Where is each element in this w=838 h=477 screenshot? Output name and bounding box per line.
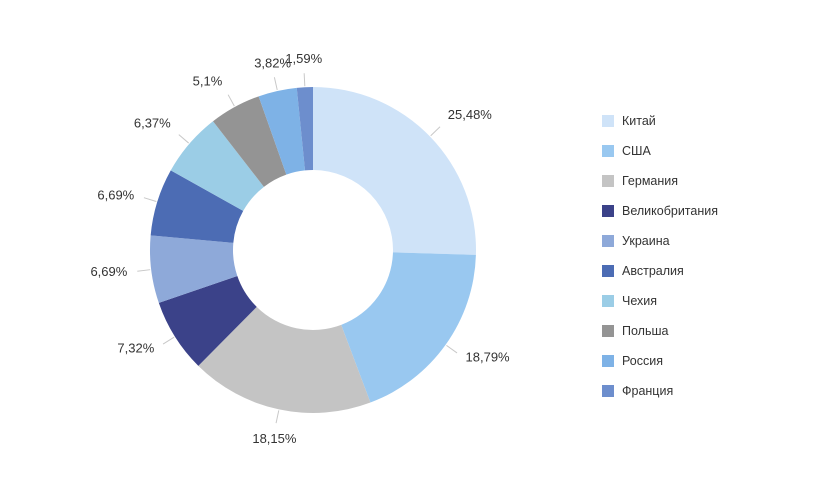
leader-line <box>303 73 306 87</box>
data-labels: 25,48% 18,79% 18,15% 7,32% 6,69% 6,69% 6,37% 5,… <box>90 51 510 446</box>
legend-label: США <box>622 144 651 158</box>
legend-item: Германия <box>602 166 822 196</box>
leader-line <box>143 197 157 203</box>
slice-7 <box>170 121 264 211</box>
slice-6 <box>150 170 244 243</box>
legend-item: Украина <box>602 226 822 256</box>
data-label: 18,15% <box>252 431 297 446</box>
donut-slices <box>149 87 476 413</box>
legend-label: Россия <box>622 354 663 368</box>
legend-swatch <box>602 355 614 367</box>
slice-1 <box>313 87 476 255</box>
slice-2 <box>341 252 476 403</box>
legend-item: Польша <box>602 316 822 346</box>
leader-line <box>178 134 189 144</box>
legend-swatch <box>602 115 614 127</box>
slice-5 <box>149 235 238 303</box>
legend-label: Франция <box>622 384 674 398</box>
leader-line <box>162 336 175 345</box>
legend-label: Германия <box>622 174 679 188</box>
leader-line <box>430 126 441 137</box>
data-label: 25,48% <box>448 107 493 122</box>
data-label: 7,32% <box>117 340 154 355</box>
legend-item: Чехия <box>602 286 822 316</box>
slice-8 <box>213 96 287 187</box>
legend-item: Китай <box>602 106 822 136</box>
legend-label: Китай <box>622 114 656 128</box>
legend-label: Украина <box>622 234 670 248</box>
data-label: 6,69% <box>90 264 127 279</box>
legend-label: Австралия <box>622 264 684 278</box>
legend-item: Россия <box>602 346 822 376</box>
leader-line <box>137 269 151 272</box>
slice-9 <box>258 87 306 175</box>
legend-swatch <box>602 145 614 157</box>
legend-item: Франция <box>602 376 822 406</box>
legend-swatch <box>602 385 614 397</box>
data-label: 6,37% <box>134 115 171 130</box>
data-label: 5,1% <box>193 74 223 89</box>
legend-item: Великобритания <box>602 196 822 226</box>
legend-label: Польша <box>622 324 669 338</box>
legend-label: Великобритания <box>622 204 718 218</box>
data-label: 6,69% <box>97 187 134 202</box>
leader-line <box>446 344 458 354</box>
slice-3 <box>198 306 371 413</box>
legend-swatch <box>602 265 614 277</box>
legend-item: США <box>602 136 822 166</box>
slice-10 <box>296 87 313 171</box>
legend-item: Австралия <box>602 256 822 286</box>
leader-lines <box>137 73 458 424</box>
legend-swatch <box>602 205 614 217</box>
data-label: 1,59% <box>285 51 322 66</box>
legend-swatch <box>602 295 614 307</box>
leader-line <box>275 410 280 424</box>
legend-swatch <box>602 235 614 247</box>
legend-swatch <box>602 325 614 337</box>
leader-line <box>273 77 278 91</box>
data-label: 18,79% <box>466 350 511 365</box>
data-label: 3,82% <box>254 55 291 70</box>
leader-line <box>227 94 235 107</box>
legend-label: Чехия <box>622 294 658 308</box>
legend-swatch <box>602 175 614 187</box>
slice-4 <box>158 275 257 366</box>
legend: Китай США Германия Великобритания Украина Авс… <box>602 106 822 406</box>
